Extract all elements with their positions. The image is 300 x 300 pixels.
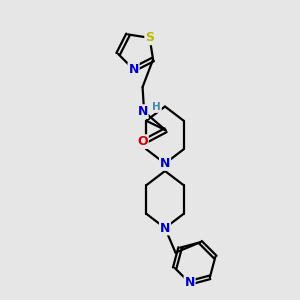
Text: N: N bbox=[160, 221, 170, 235]
Text: N: N bbox=[184, 276, 195, 289]
Text: O: O bbox=[137, 135, 148, 148]
Text: N: N bbox=[128, 63, 139, 76]
Text: S: S bbox=[145, 31, 154, 44]
Text: N: N bbox=[160, 157, 170, 170]
Text: H: H bbox=[152, 102, 161, 112]
Text: N: N bbox=[137, 105, 148, 118]
